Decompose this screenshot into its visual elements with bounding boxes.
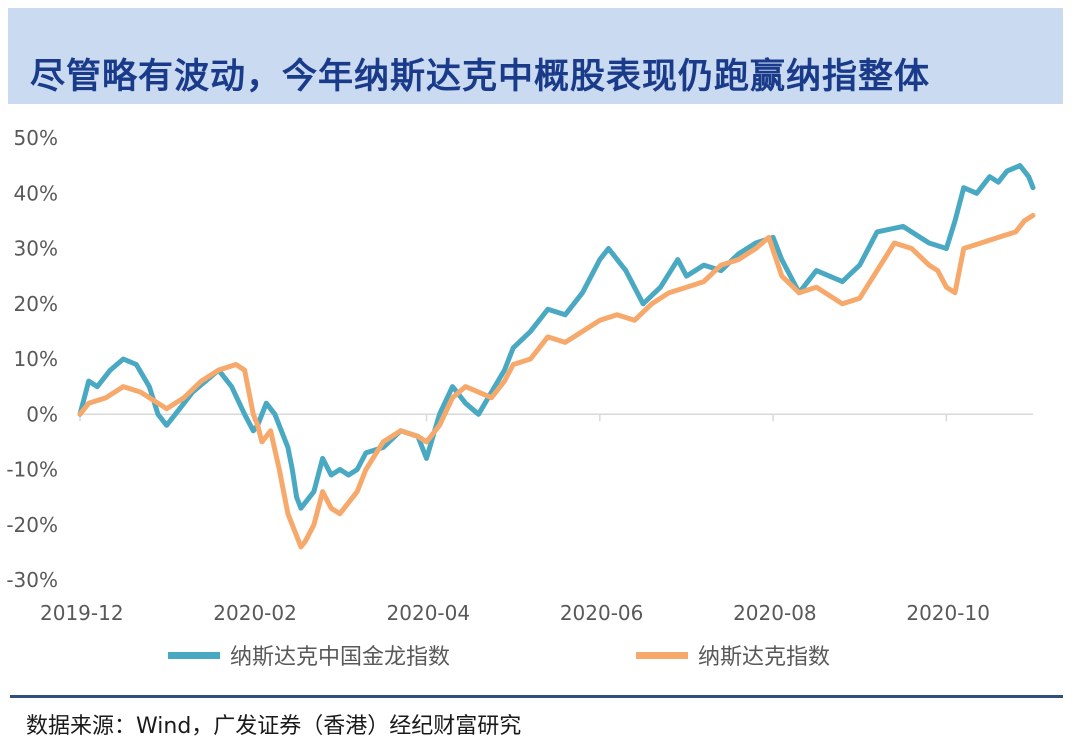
y-tick-label: -20% [6,513,58,537]
y-tick-label: 40% [14,181,58,205]
x-tick-label: 2020-08 [733,601,817,625]
footer-divider [10,695,1063,698]
y-axis-labels: 50% 40% 30% 20% 10% 0% -10% -20% -30% [6,126,58,592]
x-axis-labels: 2019-12 2020-02 2020-04 2020-06 2020-08 2020-… [40,601,990,625]
legend-label-golden-dragon: 纳斯达克中国金龙指数 [230,645,451,670]
grid-layer [79,413,1033,422]
legend-swatch-golden-dragon [168,651,220,659]
x-tick-label: 2019-12 [40,601,124,625]
line-chart: 50% 40% 30% 20% 10% 0% -10% -20% -30% 2019-12 202… [6,126,1036,625]
source-note: 数据来源：Wind，广发证券（香港）经纪财富研究 [26,714,522,739]
y-tick-label: 0% [26,402,58,426]
y-tick-label: 20% [14,292,58,316]
series-line-golden-dragon [77,163,1036,511]
x-tick-label: 2020-10 [906,601,990,625]
legend-swatch-nasdaq [636,651,688,659]
x-tick-label: 2020-04 [387,601,471,625]
y-tick-label: 30% [14,237,58,261]
y-tick-label: 10% [14,347,58,371]
y-tick-label: -30% [6,568,58,592]
page-title: 尽管略有波动，今年纳斯达克中概股表现仍跑赢纳指整体 [30,57,931,97]
y-tick-label: 50% [14,126,58,150]
legend-label-nasdaq: 纳斯达克指数 [698,645,831,670]
title-band: 尽管略有波动，今年纳斯达克中概股表现仍跑赢纳指整体 [8,8,1063,104]
series-layer [77,163,1036,550]
x-tick-label: 2020-06 [560,601,644,625]
y-tick-label: -10% [6,458,58,482]
x-tick-label: 2020-02 [213,601,297,625]
series-line-nasdaq [77,212,1036,550]
legend-item-nasdaq: 纳斯达克指数 [636,640,830,670]
legend-item-golden-dragon: 纳斯达克中国金龙指数 [168,640,450,670]
